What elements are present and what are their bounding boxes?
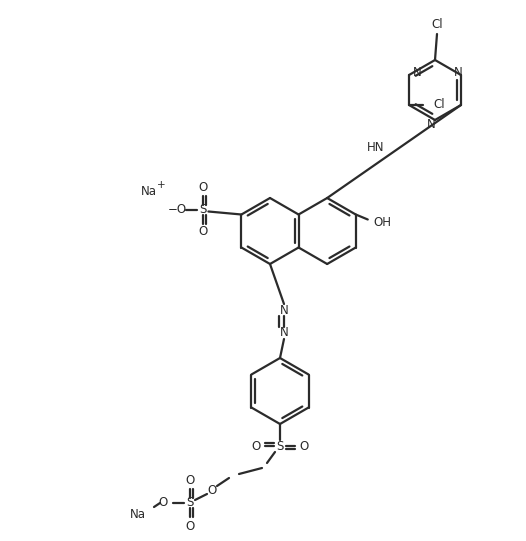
- Text: O: O: [199, 181, 208, 194]
- Text: O: O: [207, 485, 217, 498]
- Text: HN: HN: [367, 141, 385, 154]
- Text: Cl: Cl: [431, 17, 443, 30]
- Text: N: N: [453, 67, 462, 80]
- Text: S: S: [276, 439, 284, 452]
- Text: O: O: [185, 519, 195, 532]
- Text: N: N: [427, 117, 436, 130]
- Text: +: +: [157, 181, 166, 190]
- Text: N: N: [280, 327, 288, 340]
- Text: O: O: [251, 439, 260, 452]
- Text: Cl: Cl: [433, 98, 445, 111]
- Text: −O: −O: [168, 203, 187, 216]
- Text: O: O: [158, 497, 168, 510]
- Text: N: N: [280, 304, 288, 316]
- Text: N: N: [412, 67, 421, 80]
- Text: O: O: [185, 473, 195, 486]
- Text: OH: OH: [374, 216, 392, 229]
- Text: S: S: [186, 497, 194, 510]
- Text: O: O: [199, 225, 208, 238]
- Text: S: S: [200, 203, 207, 216]
- Text: Na: Na: [130, 509, 146, 522]
- Text: O: O: [299, 439, 309, 452]
- Text: Na: Na: [140, 185, 156, 198]
